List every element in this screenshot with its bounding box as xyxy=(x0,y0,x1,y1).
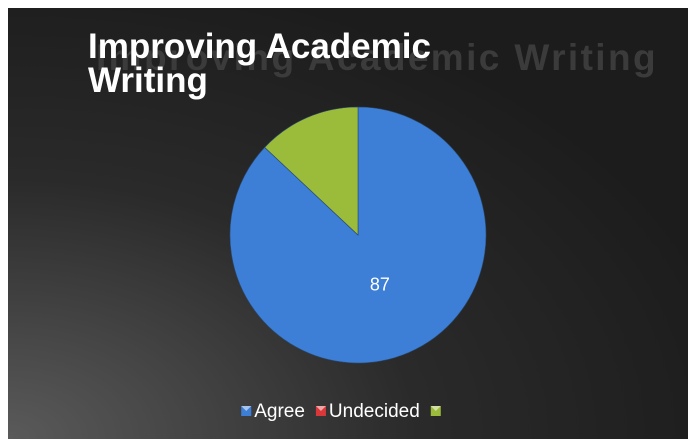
legend-swatch-notch xyxy=(315,406,326,411)
chart-title: Improving Academic Writing xyxy=(88,30,431,100)
legend-label: Undecided xyxy=(329,401,420,422)
legend-swatch-notch xyxy=(241,406,252,411)
title-shadow: Improving Academic Writing xyxy=(96,37,658,78)
legend-label: Agree xyxy=(254,401,305,422)
pie-slice xyxy=(264,106,359,236)
title-box: Improving Academic Writing xyxy=(88,30,431,100)
pie: 87 xyxy=(229,106,487,364)
legend-swatch-notch xyxy=(430,406,441,411)
legend: Agree Undecided xyxy=(241,401,441,422)
data-label: 87 xyxy=(370,274,390,294)
